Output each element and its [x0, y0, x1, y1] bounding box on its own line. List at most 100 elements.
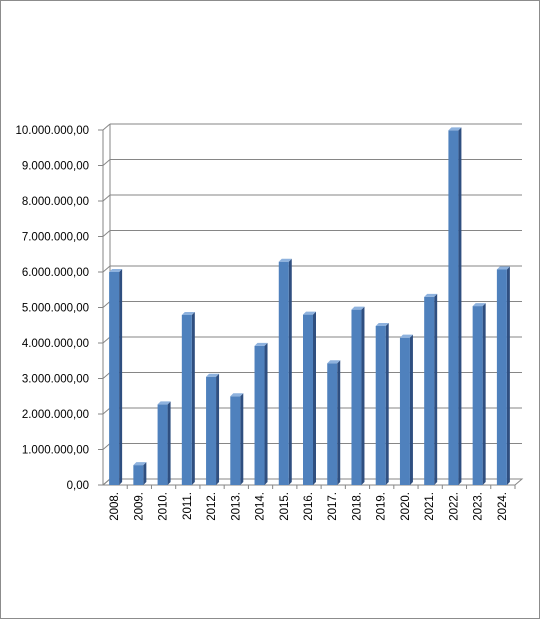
- x-tick-label: 2020.: [400, 492, 412, 521]
- bar-front: [375, 325, 386, 485]
- y-tick-labels: 0,00 1.000.000,00 2.000.000,00 3.000.000,00…: [15, 125, 89, 492]
- y-tick-label: 1.000.000,00: [22, 445, 89, 457]
- x-tick-label: 2011.: [182, 492, 194, 520]
- bar-front: [399, 337, 410, 485]
- x-tick-label: 2024.: [497, 492, 509, 521]
- x-tick-label: 2010.: [158, 492, 170, 521]
- bar-top: [133, 462, 147, 466]
- bar: [181, 311, 195, 485]
- bar: [496, 266, 510, 485]
- bar-front: [254, 345, 265, 485]
- bar-front: [496, 269, 507, 485]
- gridline-side: [102, 407, 111, 415]
- y-tick-label: 6.000.000,00: [22, 267, 89, 279]
- x-tick-label: 2008.: [109, 492, 121, 521]
- bar-top: [399, 334, 413, 338]
- bar-top: [351, 306, 365, 310]
- y-tick-label: 9.000.000,00: [22, 161, 89, 173]
- bar-side: [361, 306, 365, 485]
- y-tick-label: 4.000.000,00: [22, 338, 89, 350]
- y-tick-label: 8.000.000,00: [22, 196, 89, 208]
- gridline-side: [102, 123, 111, 131]
- x-tick-label: 2019.: [376, 492, 388, 521]
- bar-top: [303, 311, 316, 315]
- bar: [327, 360, 341, 485]
- bar-front: [278, 261, 289, 485]
- bar-side: [143, 462, 147, 485]
- bar-top: [327, 360, 341, 364]
- bar-top: [206, 373, 220, 377]
- bar-side: [313, 311, 316, 485]
- bar-side: [409, 334, 413, 485]
- x-tick-label: 2022.: [448, 492, 460, 521]
- y-tick-label: 3.000.000,00: [22, 374, 89, 386]
- bar-side: [506, 266, 510, 485]
- bar: [303, 311, 316, 485]
- bar-side: [191, 311, 195, 485]
- x-tick-labels: 2008. 2009. 2010. 2011. 2012. 2013. 2014. 2015.…: [109, 492, 509, 521]
- gridline-side: [102, 443, 111, 450]
- bar-top: [375, 322, 389, 326]
- bar-front: [206, 376, 217, 485]
- bar-side: [434, 293, 438, 485]
- x-tick-label: 2009.: [133, 492, 145, 521]
- bar-side: [482, 303, 486, 485]
- gridline-side: [102, 194, 111, 202]
- bar-side: [240, 393, 244, 485]
- gridline-side: [102, 336, 111, 344]
- x-tick-label: 2014.: [255, 492, 267, 521]
- bar-side: [119, 269, 123, 485]
- bar-side: [385, 322, 389, 485]
- x-tick-label: 2018.: [351, 492, 363, 521]
- bar: [109, 269, 123, 485]
- bar: [206, 373, 220, 485]
- bar: [472, 303, 486, 485]
- bar-side: [337, 360, 341, 485]
- bar-top: [109, 269, 123, 272]
- x-tick-label: 2016.: [303, 492, 315, 521]
- bar-front: [424, 296, 435, 485]
- bar-top: [472, 303, 486, 307]
- bar-top: [181, 311, 195, 315]
- bar-top: [254, 342, 268, 346]
- bar-front: [472, 306, 483, 485]
- bar: [351, 306, 365, 485]
- bar-front: [109, 272, 120, 485]
- gridline-side: [102, 265, 111, 273]
- bar-side: [458, 127, 462, 485]
- gridline-side: [102, 372, 111, 379]
- bar-top: [278, 258, 292, 262]
- bar: [157, 401, 171, 485]
- bars: [109, 127, 510, 486]
- x-tick-label: 2023.: [473, 492, 485, 521]
- x-tick-label: 2021.: [424, 492, 436, 521]
- bar-front: [327, 363, 338, 485]
- bar-side: [264, 342, 268, 485]
- bar-front: [181, 314, 192, 485]
- bar-side: [288, 258, 292, 485]
- y-tick-label: 2.000.000,00: [22, 409, 89, 421]
- bar: [424, 293, 438, 485]
- bar-front: [448, 130, 459, 486]
- bar: [278, 258, 292, 485]
- bar-front: [133, 465, 144, 485]
- bar-side: [216, 373, 220, 485]
- x-tick-label: 2012.: [206, 492, 218, 521]
- y-tick-label: 5.000.000,00: [22, 303, 89, 315]
- bar-top: [424, 293, 438, 297]
- x-tick-label: 2015.: [279, 492, 291, 521]
- bar: [448, 127, 462, 486]
- bar-front: [351, 309, 362, 485]
- gridline-side: [102, 159, 111, 166]
- bar: [375, 322, 389, 485]
- y-tick-label: 10.000.000,00: [15, 125, 89, 137]
- bar: [230, 393, 244, 485]
- bar: [133, 462, 147, 485]
- bar-top: [230, 393, 244, 397]
- y-tick-label: 0,00: [67, 480, 89, 492]
- gridline-side: [102, 230, 111, 237]
- bar-front: [303, 314, 313, 485]
- bar: [254, 342, 268, 485]
- bar-top: [496, 266, 510, 270]
